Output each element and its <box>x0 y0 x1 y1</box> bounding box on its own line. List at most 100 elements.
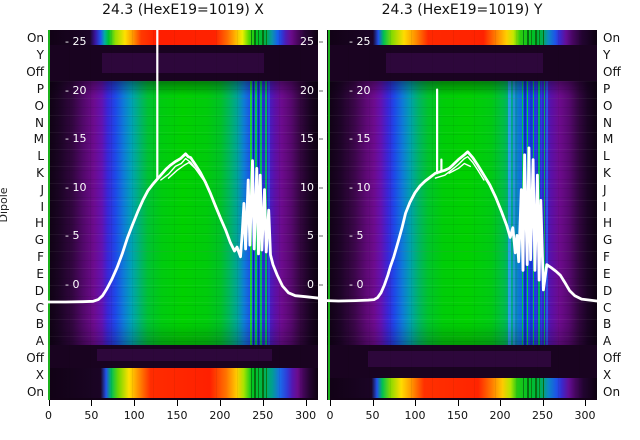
heatmap-stripe <box>258 368 259 398</box>
dipole-label-left: L <box>37 149 44 164</box>
dipole-label-right: M <box>603 132 614 147</box>
panel-y-title: 24.3 (HexE19=1019) Y <box>381 2 543 18</box>
dipole-label-right: O <box>603 98 613 113</box>
inner-tick-right: 25 <box>300 35 314 48</box>
heatmap-stripe <box>513 81 515 345</box>
heatmap-stripe <box>541 81 542 345</box>
dipole-label-left: O <box>34 98 44 113</box>
x-tick-mark <box>415 400 416 406</box>
heatmap-stripe <box>253 81 254 345</box>
heatmap-stripe <box>538 81 540 345</box>
heatmap-stripe <box>523 30 524 45</box>
x-tick-mark <box>305 400 307 406</box>
inner-tick-left: - 5 <box>65 229 80 243</box>
x-tick-mark <box>542 400 544 406</box>
inner-tick-left: - 0 <box>349 278 364 291</box>
x-tick-label: 100 <box>404 409 426 422</box>
x-tick-label: 200 <box>209 409 231 422</box>
x-tick-mark <box>262 400 264 406</box>
heatmap-stripe <box>544 81 545 345</box>
inner-tick-right: 0 <box>307 278 314 291</box>
heatmap-stripe <box>508 81 511 345</box>
heatmap-stripe <box>258 30 259 45</box>
heatmap-stripe <box>260 81 262 345</box>
dipole-label-right: On <box>603 384 621 399</box>
heatmap-stripe <box>543 378 544 398</box>
heatmap-band <box>48 345 318 368</box>
heatmap-band <box>327 81 597 345</box>
x-tick-mark <box>457 400 459 406</box>
dipole-label-left: B <box>35 317 44 332</box>
dipole-label-right: Off <box>603 65 621 80</box>
heatmap-stripe <box>536 81 537 345</box>
dipole-label-left: J <box>40 182 44 197</box>
dipole-label-right: I <box>603 199 607 214</box>
heatmap-stripe <box>535 378 537 398</box>
heatmap-band <box>48 368 318 398</box>
x-tick-label: 150 <box>447 409 468 422</box>
inner-tick-left: - 20 <box>349 83 371 97</box>
dipole-label-right: N <box>603 115 612 130</box>
outer-tick-mark <box>319 89 323 92</box>
dipole-label-right: K <box>603 165 611 180</box>
heatmap-stripe <box>522 81 523 345</box>
heatmap-stripe <box>530 81 532 345</box>
heatmap-band <box>327 30 597 45</box>
dipole-label-left: M <box>33 132 44 147</box>
inner-tick-left: - 10 <box>65 180 87 194</box>
x-tick-label: 250 <box>252 409 274 422</box>
x-tick-label: 150 <box>166 409 188 422</box>
x-tick-mark <box>177 400 179 406</box>
dipole-label-left: F <box>37 250 44 265</box>
dipole-label-left: On <box>26 384 44 399</box>
dipole-label-left: K <box>36 165 44 180</box>
dipole-label-right: G <box>603 233 613 248</box>
heatmap-stripe <box>546 81 548 345</box>
x-tick-label: 0 <box>45 409 52 422</box>
heatmap-stripe <box>527 378 529 398</box>
inner-tick-right: 5 <box>307 229 314 243</box>
heatmap-band <box>327 378 597 398</box>
dipole-label-left: X <box>35 367 44 382</box>
dipole-label-right: H <box>603 216 613 231</box>
heatmap-band <box>48 398 318 400</box>
dipole-label-right: B <box>603 317 612 332</box>
dipole-label-right: Y <box>603 48 611 63</box>
heatmap-stripe <box>258 81 259 345</box>
heatmap-band <box>48 45 318 81</box>
dipole-label-left: Off <box>26 65 44 80</box>
dipole-label-left: H <box>34 216 44 231</box>
dipole-label-left: E <box>36 266 44 281</box>
x-tick-mark <box>134 400 136 406</box>
heatmap-panel-y: - 25 - 20 - 15 - 10 - 5 - 0 <box>327 30 597 400</box>
dipole-label-right: D <box>603 283 613 298</box>
dipole-label-left: C <box>35 300 44 315</box>
heatmap-band-block <box>96 349 273 361</box>
heatmap-stripe <box>523 378 524 398</box>
x-tick-mark <box>500 400 501 406</box>
dipole-label-left: Y <box>36 48 44 63</box>
x-tick-label: 200 <box>489 409 511 422</box>
dipole-label-left: D <box>34 283 44 298</box>
x-tick-mark <box>48 400 50 406</box>
dipole-label-left: I <box>40 199 44 214</box>
inner-tick-left: - 5 <box>349 229 364 243</box>
heatmap-panel-x: - 25 25 - 20 20 - 15 15 - 10 10 - 5 5 - 0 0 <box>48 30 318 400</box>
heatmap-stripe <box>254 368 256 398</box>
heatmap-stripe <box>255 81 257 345</box>
heatmap-stripe <box>251 368 252 398</box>
heatmap-stripe <box>254 30 256 45</box>
heatmap-stripe <box>543 30 544 45</box>
dipole-label-left: Off <box>26 350 44 365</box>
heatmap-band <box>327 345 597 378</box>
inner-tick-right: 20 <box>300 83 314 97</box>
heatmap-stripe <box>527 81 528 345</box>
inner-tick-left: - 0 <box>65 278 80 291</box>
x-tick-mark <box>585 400 586 406</box>
heatmap-stripe <box>266 368 267 398</box>
inner-tick-left: - 15 <box>349 132 371 146</box>
dipole-label-right: E <box>603 266 611 281</box>
inner-tick-left: - 25 <box>65 35 87 48</box>
heatmap-band <box>48 30 318 45</box>
dipole-label-right: A <box>603 334 612 349</box>
